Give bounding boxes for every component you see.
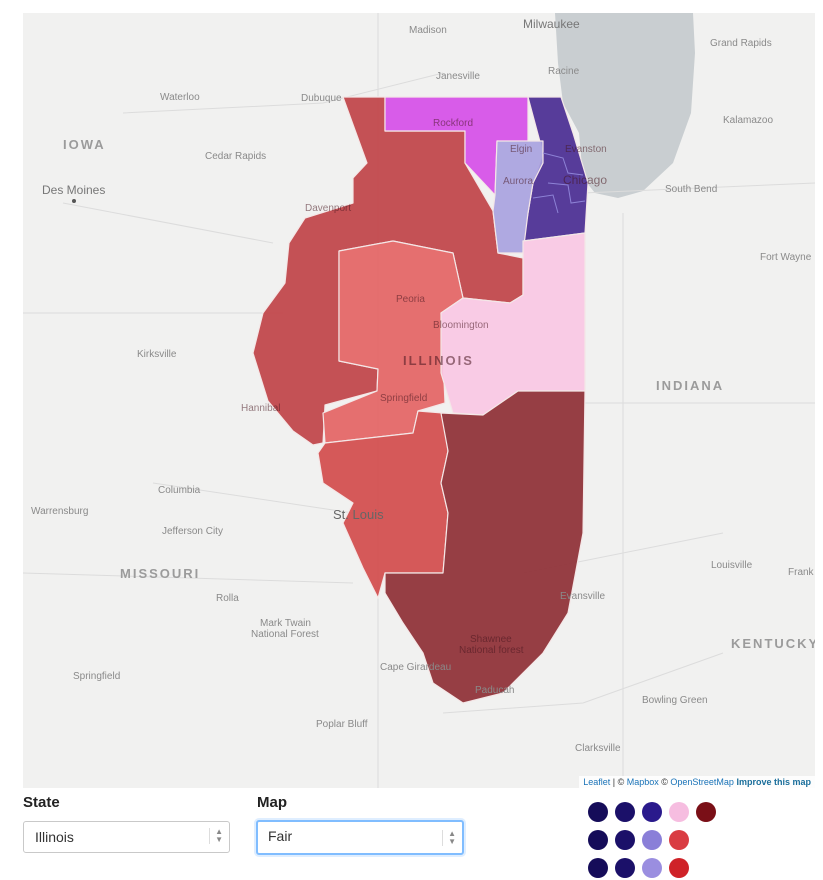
label-poplar-bluff: Poplar Bluff — [316, 719, 368, 730]
mapbox-link[interactable]: Mapbox — [626, 777, 659, 787]
label-hannibal: Hannibal — [241, 403, 281, 414]
legend-dot — [669, 830, 689, 850]
label-kentucky: KENTUCKY — [731, 636, 815, 651]
label-evansville: Evansville — [560, 591, 606, 602]
label-bloomington: Bloomington — [433, 320, 489, 331]
map-svg — [23, 13, 815, 788]
legend-dot — [588, 830, 608, 850]
lake-michigan — [555, 13, 695, 198]
label-peoria: Peoria — [396, 294, 425, 305]
label-st-louis: St. Louis — [333, 507, 384, 522]
label-jefferson-city: Jefferson City — [162, 526, 223, 537]
label-bowling-green: Bowling Green — [642, 695, 708, 706]
label-illinois: ILLINOIS — [403, 353, 474, 368]
legend-dot — [615, 802, 635, 822]
state-label: State — [23, 794, 60, 811]
label-grand-rapids: Grand Rapids — [710, 38, 772, 49]
label-indiana: INDIANA — [656, 378, 725, 393]
label-missouri: MISSOURI — [120, 566, 201, 581]
label-cape-girardeau: Cape Girardeau — [380, 662, 452, 673]
district-d8 — [384, 390, 586, 704]
map-select[interactable]: Fair ▲ ▼ — [256, 820, 464, 855]
label-mark-twain: Mark Twain — [260, 618, 311, 629]
chevron-up-down-icon: ▲ ▼ — [442, 830, 456, 846]
label-fort-wayne: Fort Wayne — [760, 252, 812, 263]
label-shawnee: Shawnee — [470, 634, 512, 645]
label-louisville: Louisville — [711, 560, 753, 571]
legend-dot — [669, 858, 689, 878]
legend-dot — [642, 802, 662, 822]
label-elgin: Elgin — [510, 144, 533, 155]
district-d6 — [440, 232, 586, 416]
map-panel[interactable]: Milwaukee Madison Grand Rapids Janesvill… — [23, 13, 815, 788]
label-warrensburg: Warrensburg — [31, 506, 89, 517]
label-janesville: Janesville — [436, 71, 480, 82]
label-springfield-il: Springfield — [380, 393, 428, 404]
label-mark-twain-nf: National Forest — [251, 629, 319, 640]
label-cedar-rapids: Cedar Rapids — [205, 151, 267, 162]
label-davenport: Davenport — [305, 203, 352, 214]
label-dubuque: Dubuque — [301, 93, 342, 104]
label-shawnee-nf: National forest — [459, 645, 524, 656]
map-attribution: Leaflet | © Mapbox © OpenStreetMap Impro… — [579, 776, 815, 788]
label-des-moines: Des Moines — [42, 183, 106, 197]
label-paducah: Paducah — [475, 685, 515, 696]
chicago-detail — [532, 152, 586, 214]
legend-dot — [615, 830, 635, 850]
label-madison: Madison — [409, 25, 447, 36]
attribution-sep1: | © — [610, 777, 627, 787]
label-evanston: Evanston — [565, 144, 607, 155]
label-milwaukee: Milwaukee — [523, 17, 580, 31]
legend-dot — [588, 802, 608, 822]
label-south-bend: South Bend — [665, 184, 718, 195]
label-waterloo: Waterloo — [160, 92, 200, 103]
improve-map-link[interactable]: Improve this map — [736, 777, 811, 787]
label-springfield-mo: Springfield — [73, 671, 121, 682]
label-chicago: Chicago — [563, 173, 608, 187]
label-frankfort: Frank — [788, 567, 814, 578]
map-label: Map — [257, 794, 287, 811]
state-select-value: Illinois — [35, 829, 74, 845]
leaflet-link[interactable]: Leaflet — [583, 777, 611, 787]
legend-dot — [642, 858, 662, 878]
legend-dot — [669, 802, 689, 822]
label-columbia: Columbia — [158, 485, 201, 496]
legend-dot — [588, 858, 608, 878]
state-select[interactable]: Illinois ▲ ▼ — [23, 821, 230, 853]
attribution-sep2: © — [658, 777, 671, 787]
legend-dot — [696, 802, 716, 822]
des-moines-marker — [72, 199, 76, 203]
chevron-up-down-icon: ▲ ▼ — [209, 828, 223, 844]
legend-dot — [615, 858, 635, 878]
district-d4 — [492, 140, 544, 254]
label-rockford: Rockford — [433, 118, 474, 129]
label-iowa: IOWA — [63, 137, 106, 152]
label-rolla: Rolla — [216, 593, 239, 604]
label-clarksville: Clarksville — [575, 743, 621, 754]
map-select-value: Fair — [268, 828, 293, 844]
osm-link[interactable]: OpenStreetMap — [670, 777, 734, 787]
label-aurora: Aurora — [503, 176, 534, 187]
label-racine: Racine — [548, 66, 580, 77]
legend-dot — [642, 830, 662, 850]
label-kalamazoo: Kalamazoo — [723, 115, 774, 126]
label-kirksville: Kirksville — [137, 349, 177, 360]
